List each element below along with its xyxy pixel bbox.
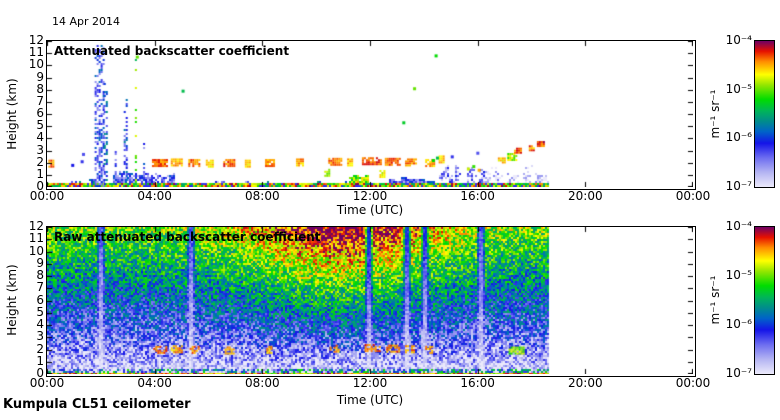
raw-heatmap-canvas xyxy=(47,227,693,374)
x-tick-label: 20:00 xyxy=(568,376,603,390)
date-label: 14 Apr 2014 xyxy=(52,15,121,28)
colorbar-tick-label: 10⁻⁵ xyxy=(725,268,752,282)
y-tick-label: 6 xyxy=(36,292,44,307)
colorbar-tick-label: 10⁻⁵ xyxy=(725,81,752,96)
x-tick-label: 00:00 xyxy=(675,189,711,203)
bottom-colorbar xyxy=(754,226,775,375)
y-tick-label: 10 xyxy=(28,243,44,258)
y-tick-label: 0 xyxy=(36,179,44,193)
y-tick-label: 5 xyxy=(36,118,44,133)
y-tick-label: 9 xyxy=(36,255,44,270)
y-tick-label: 1 xyxy=(36,166,44,181)
y-tick-label: 8 xyxy=(36,268,44,282)
x-tick-label: 00:00 xyxy=(675,376,711,390)
y-tick-label: 12 xyxy=(28,219,44,233)
attenuated-heatmap-canvas xyxy=(47,41,693,187)
colorbar-tick-label: 10⁻⁷ xyxy=(725,366,752,380)
y-tick-label: 10 xyxy=(28,57,44,72)
y-tick-label: 8 xyxy=(36,81,44,96)
y-tick-label: 3 xyxy=(36,329,44,344)
colorbar-tick-label: 10⁻⁷ xyxy=(725,179,752,193)
colorbar-tick-label: 10⁻⁴ xyxy=(725,219,752,233)
attenuated-panel-title: Attenuated backscatter coefficient xyxy=(54,44,290,58)
colorbar-tick-label: 10⁻⁴ xyxy=(725,33,752,47)
y-tick-label: 1 xyxy=(36,353,44,368)
y-tick-label: 7 xyxy=(36,93,44,108)
colorbar-tick-label: 10⁻⁶ xyxy=(725,317,752,331)
y-tick-label: 7 xyxy=(36,280,44,295)
y-tick-label: 9 xyxy=(36,69,44,84)
y-tick-label: 3 xyxy=(36,142,44,157)
colorbar-tick-label: 10⁻⁶ xyxy=(725,130,752,145)
y-tick-label: 5 xyxy=(36,304,44,319)
x-tick-label: 00:00 xyxy=(29,189,65,203)
top-colorbar-gradient xyxy=(755,41,774,187)
x-tick-label: 16:00 xyxy=(460,376,495,390)
x-tick-label: 12:00 xyxy=(352,376,388,390)
bottom-colorbar-unit-label: m⁻¹ sr⁻¹ xyxy=(708,275,722,325)
x-tick-label: 08:00 xyxy=(245,376,280,390)
top-colorbar xyxy=(754,40,775,188)
bottom-colorbar-gradient xyxy=(755,227,774,374)
raw-plot-area: Raw attenuated backscatter coefficient xyxy=(46,226,696,377)
x-tick-label: 00:00 xyxy=(29,376,65,390)
y-tick-label: 4 xyxy=(36,317,44,331)
y-tick-label: 6 xyxy=(36,106,44,120)
raw-panel-title: Raw attenuated backscatter coefficient xyxy=(54,230,321,244)
x-tick-label: 12:00 xyxy=(352,189,388,203)
y-tick-label: 4 xyxy=(36,130,44,145)
y-tick-label: 11 xyxy=(28,231,44,246)
y-tick-label: 0 xyxy=(36,366,44,380)
y-tick-label: 11 xyxy=(28,45,44,60)
top-colorbar-unit-label: m⁻¹ sr⁻¹ xyxy=(708,89,722,139)
x-tick-label: 08:00 xyxy=(245,189,280,203)
x-tick-label: 04:00 xyxy=(137,376,172,390)
attenuated-plot-area: Attenuated backscatter coefficient xyxy=(46,40,696,190)
y-tick-label: 2 xyxy=(36,341,44,356)
top-x-axis-label: Time (UTC) xyxy=(336,203,404,217)
x-tick-label: 16:00 xyxy=(460,189,495,203)
x-tick-label: 04:00 xyxy=(137,189,172,203)
y-tick-label: 12 xyxy=(28,33,44,47)
y-tick-label: 2 xyxy=(36,154,44,169)
bottom-x-axis-label: Time (UTC) xyxy=(336,393,404,407)
instrument-label: Kumpula CL51 ceilometer xyxy=(3,397,191,412)
x-tick-label: 20:00 xyxy=(568,189,603,203)
